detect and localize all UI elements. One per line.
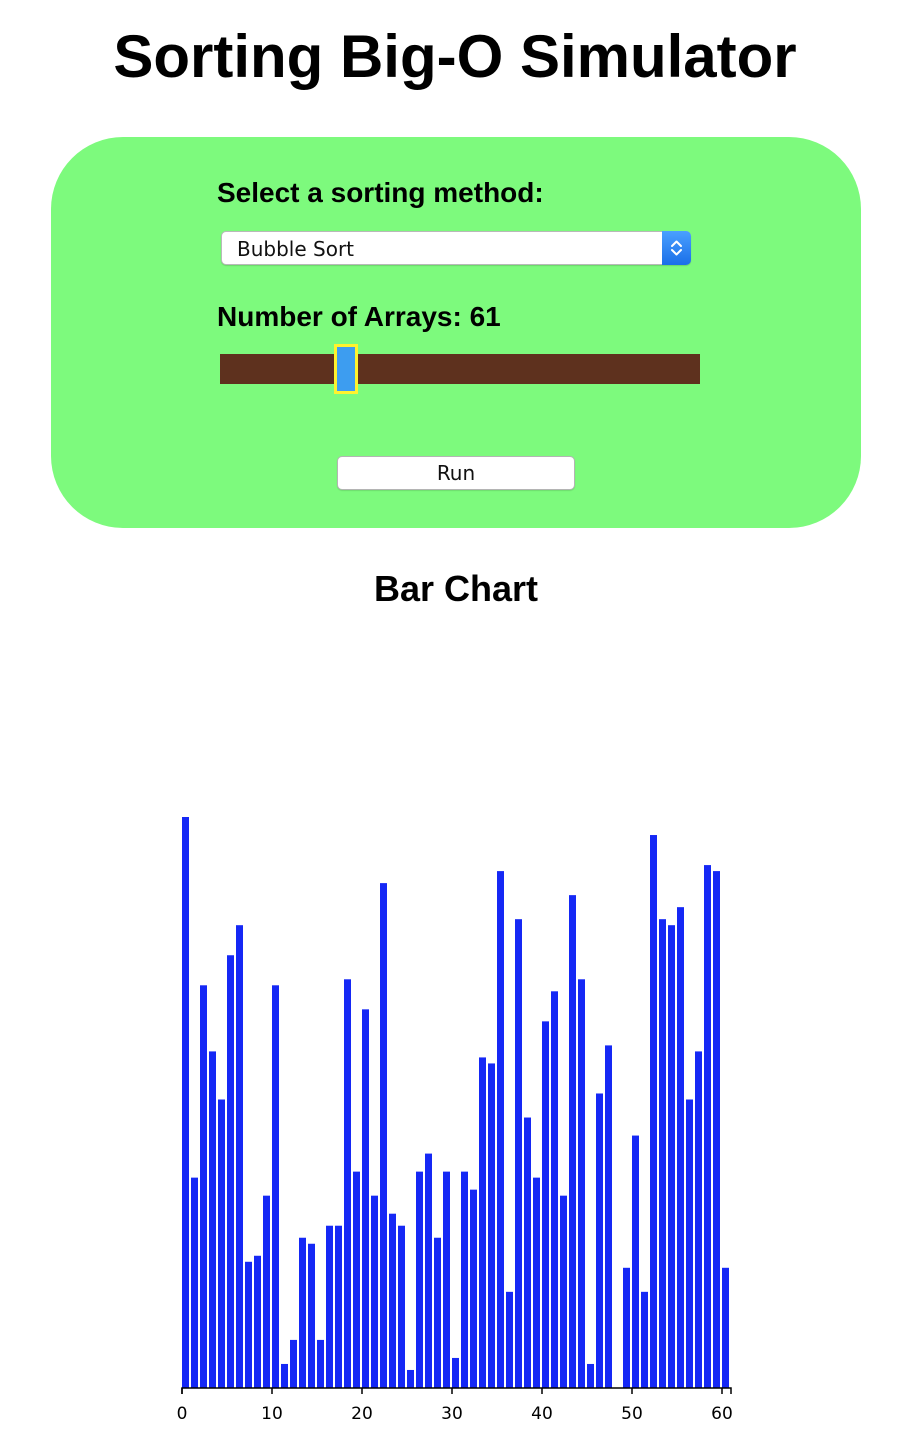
bar-29 xyxy=(443,1171,450,1388)
bar-50 xyxy=(632,1135,639,1388)
array-count-label: Number of Arrays: 61 xyxy=(217,301,501,332)
select-stepper-icon[interactable] xyxy=(662,231,691,265)
bar-17 xyxy=(335,1225,342,1388)
bar-32 xyxy=(470,1189,477,1388)
array-count-slider[interactable] xyxy=(220,354,700,384)
bar-20 xyxy=(362,1009,369,1388)
bar-58 xyxy=(704,865,711,1388)
bar-2 xyxy=(200,985,207,1388)
bar-6 xyxy=(236,925,243,1388)
x-tick-label-30: 30 xyxy=(441,1404,463,1424)
bar-14 xyxy=(308,1243,315,1388)
bar-26 xyxy=(416,1171,423,1388)
bar-53 xyxy=(659,919,666,1388)
bar-41 xyxy=(551,991,558,1388)
bar-0 xyxy=(182,817,189,1388)
slider-thumb[interactable] xyxy=(334,344,358,394)
bar-39 xyxy=(533,1177,540,1388)
bar-36 xyxy=(506,1291,513,1388)
bar-15 xyxy=(317,1339,324,1388)
sort-method-select[interactable]: Bubble Sort xyxy=(221,231,691,265)
bar-19 xyxy=(353,1171,360,1388)
control-panel: Select a sorting method: Bubble Sort Num… xyxy=(51,137,861,528)
bar-35 xyxy=(497,871,504,1388)
bar-37 xyxy=(515,919,522,1388)
bar-23 xyxy=(389,1213,396,1388)
x-tick-label-60: 60 xyxy=(711,1404,733,1424)
bar-21 xyxy=(371,1195,378,1388)
x-tick-label-20: 20 xyxy=(351,1404,373,1424)
x-tick-label-10: 10 xyxy=(261,1404,283,1424)
bar-18 xyxy=(344,979,351,1388)
bar-1 xyxy=(191,1177,198,1388)
bar-49 xyxy=(623,1267,630,1388)
bar-55 xyxy=(677,907,684,1388)
bar-51 xyxy=(641,1291,648,1388)
bar-44 xyxy=(578,979,585,1388)
bar-59 xyxy=(713,871,720,1388)
bar-16 xyxy=(326,1225,333,1388)
bar-43 xyxy=(569,895,576,1388)
bar-57 xyxy=(695,1051,702,1388)
bar-56 xyxy=(686,1099,693,1388)
bar-42 xyxy=(560,1195,567,1388)
bar-45 xyxy=(587,1363,594,1388)
bar-13 xyxy=(299,1237,306,1388)
bar-33 xyxy=(479,1057,486,1388)
bar-27 xyxy=(425,1153,432,1388)
page-title: Sorting Big-O Simulator xyxy=(113,23,797,90)
bar-47 xyxy=(605,1045,612,1388)
bar-52 xyxy=(650,835,657,1388)
bar-22 xyxy=(380,883,387,1388)
bar-60 xyxy=(722,1267,729,1388)
bar-46 xyxy=(596,1093,603,1388)
x-tick-label-50: 50 xyxy=(621,1404,643,1424)
sort-method-label: Select a sorting method: xyxy=(217,177,544,208)
bar-38 xyxy=(524,1117,531,1388)
run-button[interactable]: Run xyxy=(337,456,575,490)
bar-25 xyxy=(407,1369,414,1388)
bar-11 xyxy=(281,1363,288,1388)
bar-5 xyxy=(227,955,234,1388)
bar-40 xyxy=(542,1021,549,1388)
bar-31 xyxy=(461,1171,468,1388)
bar-10 xyxy=(272,985,279,1388)
x-tick-label-40: 40 xyxy=(531,1404,553,1424)
bar-4 xyxy=(218,1099,225,1388)
bar-8 xyxy=(254,1255,261,1388)
bar-24 xyxy=(398,1225,405,1388)
bar-3 xyxy=(209,1051,216,1388)
chart-title: Bar Chart xyxy=(373,568,539,609)
x-axis xyxy=(181,1387,732,1394)
sort-method-value: Bubble Sort xyxy=(237,237,355,261)
bar-7 xyxy=(245,1261,252,1388)
bar-30 xyxy=(452,1357,459,1388)
bar-34 xyxy=(488,1063,495,1388)
bar-9 xyxy=(263,1195,270,1388)
bar-12 xyxy=(290,1339,297,1388)
bar-54 xyxy=(668,925,675,1388)
bar-28 xyxy=(434,1237,441,1388)
x-tick-label-0: 0 xyxy=(177,1404,188,1424)
